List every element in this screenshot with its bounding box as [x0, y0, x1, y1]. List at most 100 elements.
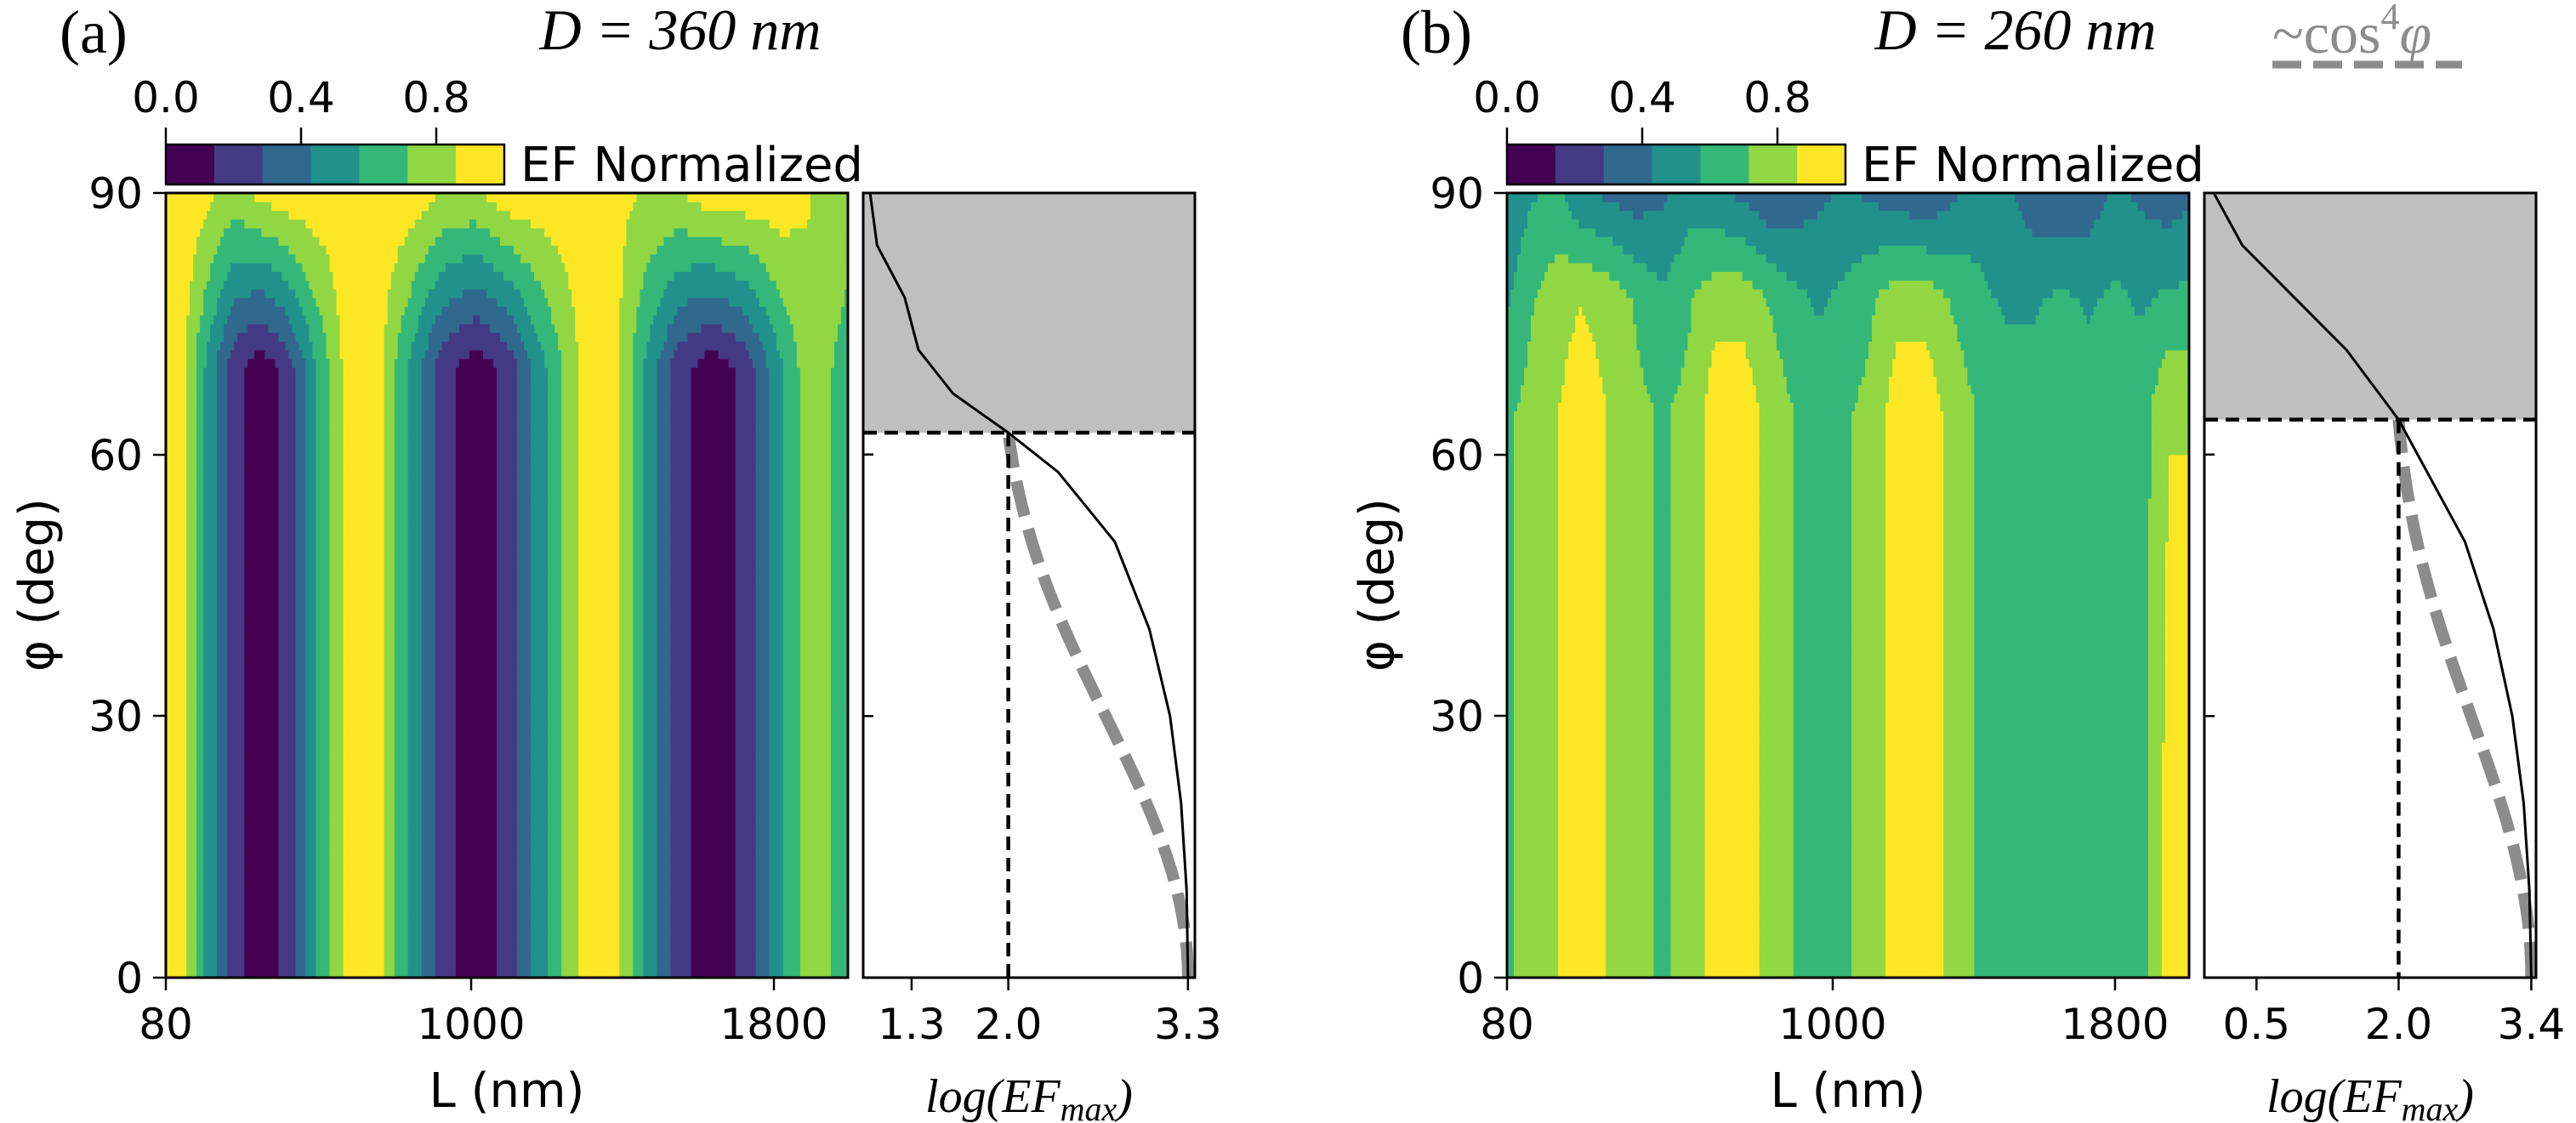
- heatmap-cell: [316, 672, 331, 682]
- heatmap-cell: [830, 812, 848, 821]
- heatmap-cell: [782, 707, 801, 717]
- heatmap-cell: [411, 349, 426, 360]
- heatmap-cell: [1879, 245, 1927, 255]
- heatmap-cell: [830, 402, 848, 411]
- heatmap-cell: [755, 872, 771, 882]
- heatmap-cell: [633, 899, 644, 909]
- heatmap-cell: [305, 437, 317, 447]
- heatmap-cell: [316, 646, 331, 656]
- colorbar-level: [1652, 145, 1701, 184]
- heatmap-cell: [244, 480, 279, 491]
- heatmap-cell: [657, 306, 679, 316]
- heatmap-cell: [339, 323, 385, 333]
- heatmap-cell: [782, 419, 801, 429]
- heatmap-cell: [343, 707, 385, 717]
- heatmap-cell: [435, 515, 457, 525]
- heatmap-cell: [619, 916, 634, 927]
- heatmap-cell: [1704, 462, 1760, 473]
- heatmap-cell: [247, 358, 276, 368]
- heatmap-cell: [435, 707, 457, 717]
- heatmap-cell: [561, 367, 579, 377]
- heatmap-cell: [278, 681, 296, 691]
- heatmap-cell: [1606, 472, 1655, 482]
- heatmap-cell: [435, 742, 457, 752]
- heatmap-cell: [343, 472, 385, 482]
- heatmap-cell: [643, 462, 658, 473]
- heatmap-cell: [278, 367, 296, 377]
- heatmap-cell: [670, 532, 692, 542]
- heatmap-cell: [769, 550, 784, 560]
- heatmap-cell: [633, 672, 644, 682]
- heatmap-cell: [670, 951, 692, 961]
- heatmap-cell: [203, 759, 218, 769]
- heatmap-cell: [166, 384, 187, 394]
- heatmap-cell: [561, 419, 579, 429]
- heatmap-cell: [548, 559, 562, 569]
- heatmap-cell: [407, 472, 423, 482]
- heatmap-cell: [830, 872, 848, 882]
- heatmap-cell: [322, 315, 341, 325]
- heatmap-cell: [1670, 454, 1706, 464]
- heatmap-cell: [1507, 263, 1518, 272]
- heatmap-cell: [755, 567, 771, 577]
- heatmap-cell: [1606, 489, 1655, 499]
- heatmap-cell: [799, 803, 832, 813]
- heatmap-cell: [186, 968, 197, 978]
- heatmap-cell: [316, 707, 331, 717]
- heatmap-cell: [548, 864, 562, 874]
- heatmap-cell: [1943, 507, 1975, 517]
- heatmap-cell: [670, 759, 692, 769]
- heatmap-cell: [1974, 820, 2149, 831]
- heatmap-cell: [309, 323, 324, 333]
- heatmap-cell: [1507, 323, 1532, 333]
- heatmap-cell: [561, 829, 579, 839]
- heatmap-cell: [305, 742, 317, 752]
- heatmap-cell: [1793, 786, 1852, 796]
- heatmap-cell: [561, 603, 579, 612]
- heatmap-cell: [1851, 454, 1886, 464]
- heatmap-cell: [278, 916, 296, 927]
- heatmap-cell: [2164, 707, 2189, 717]
- heatmap-cell: [619, 419, 634, 429]
- heatmap-cell: [1974, 497, 2149, 508]
- heatmap-cell: [244, 681, 279, 691]
- colorbar-level: [456, 145, 505, 184]
- heatmap-cell: [735, 742, 757, 752]
- heatmap-cell: [799, 620, 832, 630]
- heatmap-cell: [186, 428, 197, 438]
- heatmap-cell: [2164, 542, 2189, 552]
- heatmap-cell: [217, 524, 228, 534]
- heatmap-cell: [1974, 445, 2152, 456]
- heatmap-cell: [691, 542, 736, 552]
- heatmap-cell: [1507, 315, 1532, 325]
- heatmap-cell: [633, 428, 644, 438]
- heatmap-cell: [548, 620, 562, 630]
- heatmap-cell: [1943, 472, 1975, 482]
- heatmap-cell: [643, 925, 658, 935]
- heatmap-cell: [384, 907, 395, 917]
- heatmap-cell: [295, 777, 307, 786]
- heatmap-cell: [531, 933, 549, 944]
- heatmap-cell: [561, 628, 579, 638]
- heatmap-cell: [691, 951, 736, 961]
- heatmap-cell: [166, 515, 187, 525]
- heatmap-cell: [1759, 855, 1794, 865]
- fit-legend-label: ~cos4φ: [2272, 0, 2431, 65]
- heatmap-cell: [431, 323, 460, 333]
- heatmap-cell: [196, 542, 204, 552]
- heatmap-cell: [691, 751, 736, 761]
- heatmap-cell: [1885, 733, 1944, 743]
- heatmap-cell: [1653, 777, 1672, 786]
- heatmap-cell: [1759, 210, 1818, 220]
- heatmap-cell: [769, 942, 784, 952]
- heatmap-cell: [1606, 454, 1655, 464]
- heatmap-cell: [384, 559, 395, 569]
- heatmap-cell: [735, 524, 757, 534]
- heatmap-cell: [316, 603, 331, 612]
- heatmap-cell: [343, 820, 385, 831]
- heatmap-cell: [1507, 872, 1515, 882]
- heatmap-cell: [830, 419, 848, 429]
- heatmap-cell: [1974, 968, 2149, 978]
- heatmap-cell: [1670, 916, 1706, 927]
- heatmap-cell: [643, 445, 658, 456]
